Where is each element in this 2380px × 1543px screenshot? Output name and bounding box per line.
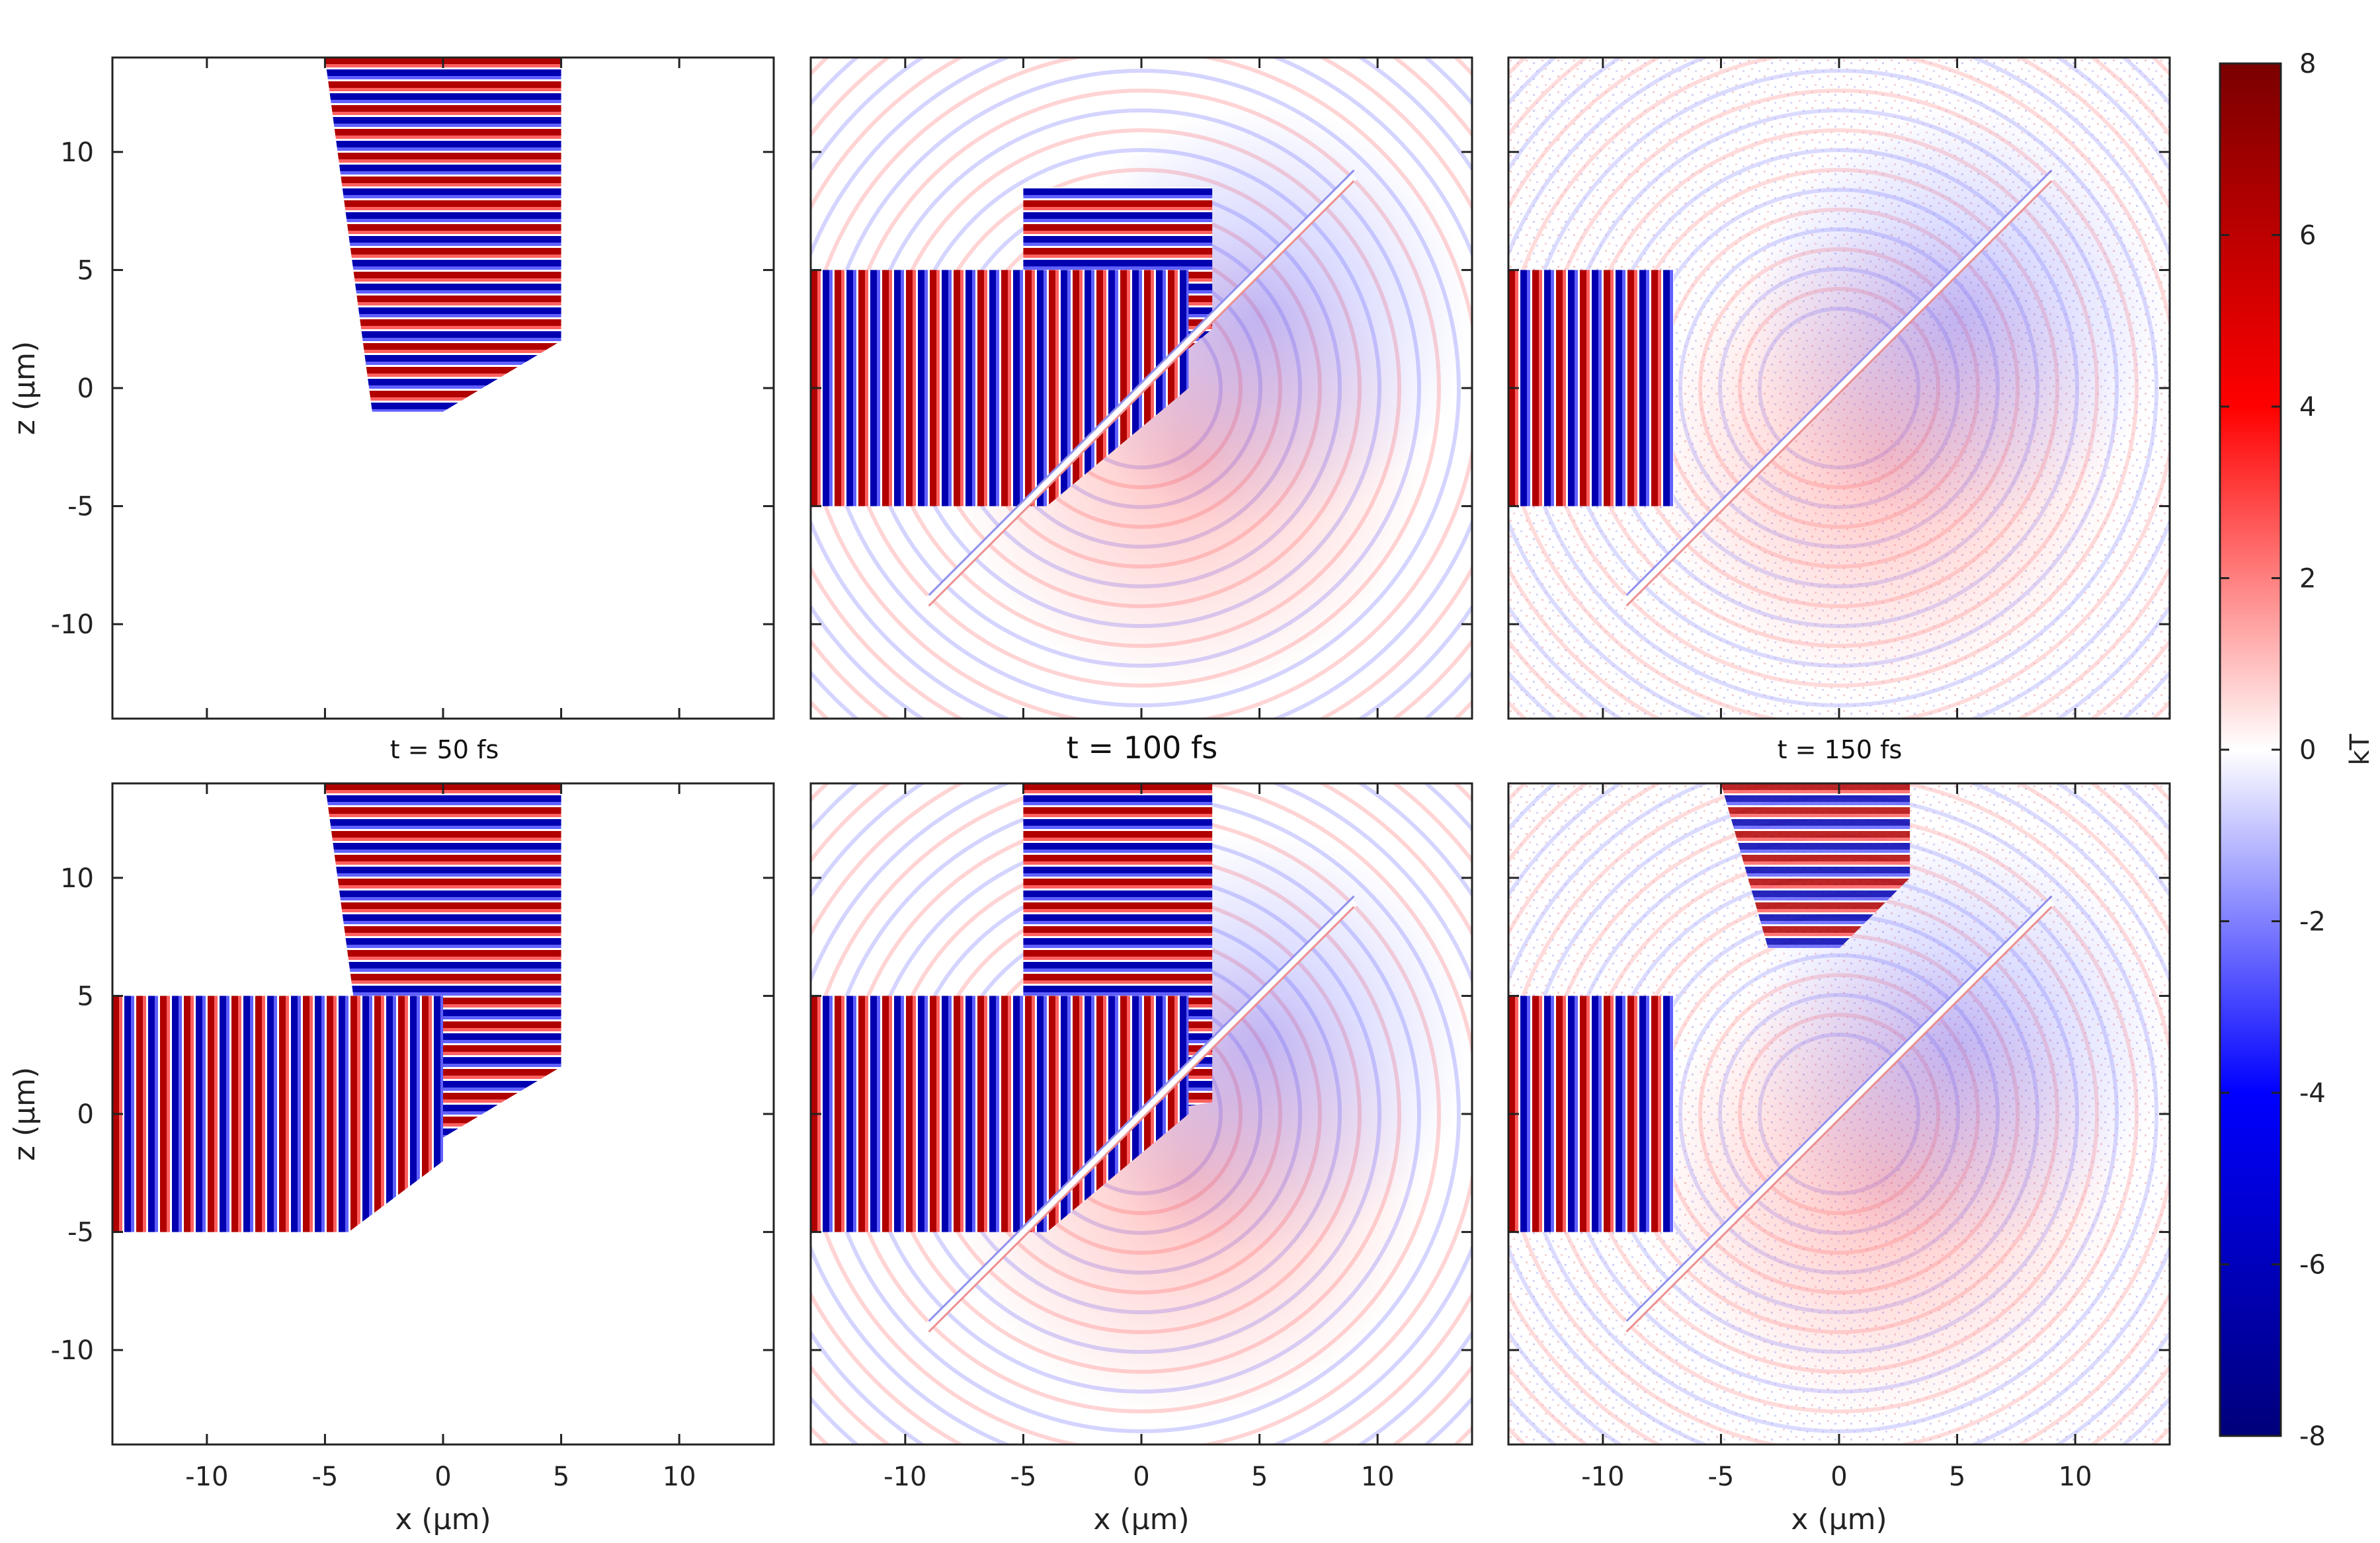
x-tick-label: 10 — [1361, 1462, 1395, 1492]
x-tick-label: -10 — [185, 1462, 228, 1492]
y-axis-label: z (μm) — [8, 341, 42, 435]
column-title-3: t = 150 fs — [1778, 735, 1903, 764]
colorbar-label: kT — [2345, 734, 2375, 766]
x-tick-label: 0 — [1830, 1462, 1847, 1492]
y-tick-label: 0 — [77, 374, 94, 404]
colorbar-tick-label: -2 — [2299, 907, 2326, 937]
x-axis-label: x (μm) — [1791, 1503, 1887, 1536]
y-tick-label: -5 — [67, 1218, 94, 1248]
y-tick-label: 0 — [77, 1099, 94, 1130]
interface-edge-blue — [928, 895, 1355, 1322]
y-axis-label: z (μm) — [8, 1067, 42, 1161]
x-tick-label: 5 — [1251, 1462, 1268, 1492]
heatmap-panel-r2-c3 — [1508, 783, 2170, 1444]
interface-edge-red — [1625, 180, 2053, 607]
interface-line — [1623, 898, 2055, 1330]
x-tick-label: 10 — [663, 1462, 696, 1492]
y-tick-label: -10 — [51, 1335, 94, 1366]
y-tick-label: 5 — [77, 981, 94, 1011]
x-tick-label: -5 — [311, 1462, 338, 1492]
heatmap-panel-r1-c2 — [811, 58, 1472, 719]
heatmap-panel-r2-c2 — [811, 783, 1472, 1444]
interface-edge-red — [1625, 906, 2053, 1333]
x-tick-label: -10 — [1581, 1462, 1624, 1492]
column-title-1: t = 50 fs — [390, 735, 499, 764]
interface-line — [925, 898, 1358, 1330]
colorbar: 8 6 4 2 0 -2 -4 -6 -8 kT — [2219, 49, 2375, 1452]
heatmap-panel-r2-c1 — [112, 783, 774, 1444]
colorbar-tick-label: 0 — [2299, 735, 2316, 766]
x-tick-label: -5 — [1707, 1462, 1734, 1492]
transmitted-blue-glow — [1745, 105, 2169, 529]
colorbar-tick-label: -8 — [2299, 1421, 2326, 1452]
x-axis-label: x (μm) — [395, 1503, 491, 1536]
y-tick-label: 5 — [77, 255, 94, 286]
incident-beam-horizontal — [811, 996, 1189, 1232]
x-tick-label: 0 — [1133, 1462, 1149, 1492]
incident-beam-vertical — [1721, 783, 1910, 949]
transmitted-blue-glow — [1745, 831, 2169, 1255]
incident-beam-horizontal — [112, 996, 443, 1232]
y-tick-label: -10 — [51, 610, 94, 640]
x-tick-label: 5 — [1949, 1462, 1965, 1492]
incident-beam-horizontal — [1508, 270, 1674, 506]
x-tick-label: 10 — [2059, 1462, 2092, 1492]
colorbar-tick-label: 2 — [2299, 564, 2316, 594]
incident-beam-horizontal — [811, 270, 1189, 506]
colorbar-tick-label: 8 — [2299, 49, 2316, 79]
incident-beam-vertical — [325, 58, 561, 412]
colorbar-tick-label: 4 — [2299, 392, 2316, 422]
interface-edge-red — [928, 906, 1355, 1333]
interface-edge-blue — [1625, 169, 2053, 596]
interface-line — [1623, 172, 2055, 604]
colorbar-tick-label: 6 — [2299, 221, 2316, 251]
heatmap-panel-r1-c3 — [1508, 58, 2170, 719]
colorbar-tick-label: -4 — [2299, 1078, 2326, 1109]
y-tick-label: -5 — [67, 492, 94, 522]
x-tick-label: -10 — [883, 1462, 926, 1492]
x-axis-label: x (μm) — [1093, 1503, 1189, 1536]
x-tick-label: 5 — [553, 1462, 569, 1492]
interface-edge-blue — [1625, 895, 2053, 1322]
y-tick-label: 10 — [60, 863, 94, 894]
interface-line — [925, 172, 1358, 604]
x-tick-label: 0 — [434, 1462, 451, 1492]
interface-edge-red — [928, 180, 1355, 607]
colorbar-tick-label: -6 — [2299, 1250, 2326, 1281]
y-tick-label: 10 — [60, 138, 94, 168]
interface-edge-blue — [928, 169, 1355, 596]
colorbar-gradient — [2219, 62, 2282, 1437]
heatmap-panel-r1-c1 — [112, 58, 774, 719]
incident-beam-horizontal — [1508, 996, 1674, 1232]
x-tick-label: -5 — [1010, 1462, 1036, 1492]
column-title-2: t = 100 fs — [1067, 730, 1217, 766]
